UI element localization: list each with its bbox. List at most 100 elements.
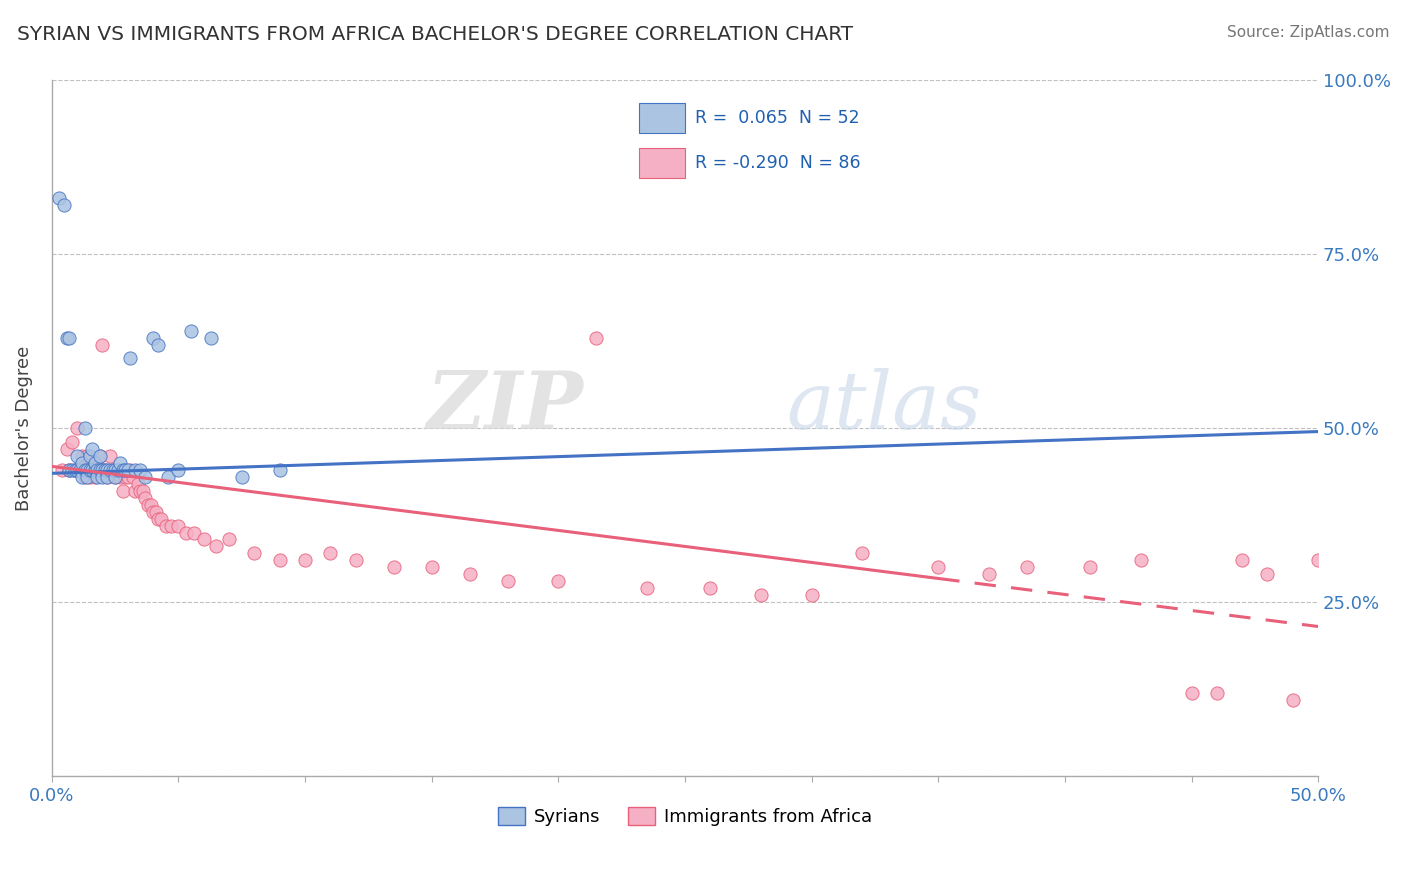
- Point: [1281, 692, 1303, 706]
- Point: [73, 421, 96, 435]
- Point: [142, 505, 165, 519]
- Point: [56, 442, 79, 456]
- Point: [124, 483, 146, 498]
- Point: [83, 456, 105, 470]
- Point: [98, 463, 121, 477]
- Point: [120, 351, 142, 366]
- Point: [89, 463, 111, 477]
- Point: [108, 470, 131, 484]
- Point: [86, 463, 108, 477]
- Point: [96, 463, 118, 477]
- Point: [82, 463, 104, 477]
- Point: [91, 470, 114, 484]
- Point: [1078, 560, 1101, 574]
- Point: [76, 463, 98, 477]
- Point: [200, 330, 222, 344]
- Point: [48, 191, 70, 205]
- Point: [58, 463, 80, 477]
- Point: [120, 463, 142, 477]
- Point: [146, 511, 169, 525]
- Point: [800, 588, 823, 602]
- Point: [142, 330, 165, 344]
- Point: [69, 463, 91, 477]
- Point: [269, 463, 291, 477]
- Point: [79, 463, 101, 477]
- Point: [159, 518, 181, 533]
- Point: [111, 483, 134, 498]
- Point: [63, 463, 86, 477]
- Point: [749, 588, 772, 602]
- Point: [79, 449, 101, 463]
- Point: [73, 456, 96, 470]
- Point: [132, 483, 155, 498]
- Point: [193, 533, 215, 547]
- Point: [108, 456, 131, 470]
- Point: [70, 470, 93, 484]
- Point: [1180, 685, 1202, 699]
- Point: [69, 463, 91, 477]
- Point: [104, 470, 127, 484]
- Point: [79, 470, 101, 484]
- Point: [1205, 685, 1227, 699]
- Point: [1129, 553, 1152, 567]
- Point: [91, 463, 114, 477]
- Point: [146, 337, 169, 351]
- Point: [155, 518, 177, 533]
- Point: [82, 463, 104, 477]
- Point: [927, 560, 949, 574]
- Point: [58, 463, 80, 477]
- Point: [73, 470, 96, 484]
- Point: [269, 553, 291, 567]
- Point: [129, 483, 152, 498]
- Point: [231, 470, 253, 484]
- Point: [76, 449, 98, 463]
- Point: [117, 470, 139, 484]
- Point: [149, 511, 172, 525]
- Point: [91, 463, 114, 477]
- Point: [82, 442, 104, 456]
- Point: [167, 463, 190, 477]
- Point: [94, 463, 117, 477]
- Point: [157, 470, 180, 484]
- Point: [183, 525, 205, 540]
- Point: [420, 560, 443, 574]
- Point: [167, 518, 190, 533]
- Point: [121, 470, 143, 484]
- Point: [56, 330, 79, 344]
- Point: [53, 198, 76, 212]
- Point: [114, 463, 136, 477]
- Point: [83, 456, 105, 470]
- Point: [83, 470, 105, 484]
- Point: [134, 470, 156, 484]
- Point: [94, 463, 117, 477]
- Point: [636, 581, 658, 595]
- Point: [547, 574, 569, 589]
- Point: [66, 421, 89, 435]
- Point: [107, 463, 129, 477]
- Point: [76, 470, 98, 484]
- Y-axis label: Bachelor's Degree: Bachelor's Degree: [15, 345, 32, 511]
- Point: [134, 491, 156, 505]
- Point: [319, 546, 342, 560]
- Point: [76, 463, 98, 477]
- Point: [70, 456, 93, 470]
- Point: [585, 330, 607, 344]
- Point: [114, 470, 136, 484]
- Point: [344, 553, 367, 567]
- Point: [66, 463, 89, 477]
- Point: [73, 463, 96, 477]
- Point: [382, 560, 405, 574]
- Point: [851, 546, 873, 560]
- Point: [58, 330, 80, 344]
- Point: [496, 574, 519, 589]
- Point: [699, 581, 721, 595]
- Point: [1015, 560, 1038, 574]
- Point: [66, 449, 89, 463]
- Point: [98, 449, 121, 463]
- Point: [104, 463, 127, 477]
- Point: [977, 567, 1000, 582]
- Point: [101, 463, 124, 477]
- Point: [70, 449, 93, 463]
- Text: SYRIAN VS IMMIGRANTS FROM AFRICA BACHELOR'S DEGREE CORRELATION CHART: SYRIAN VS IMMIGRANTS FROM AFRICA BACHELO…: [17, 25, 853, 44]
- Point: [60, 463, 83, 477]
